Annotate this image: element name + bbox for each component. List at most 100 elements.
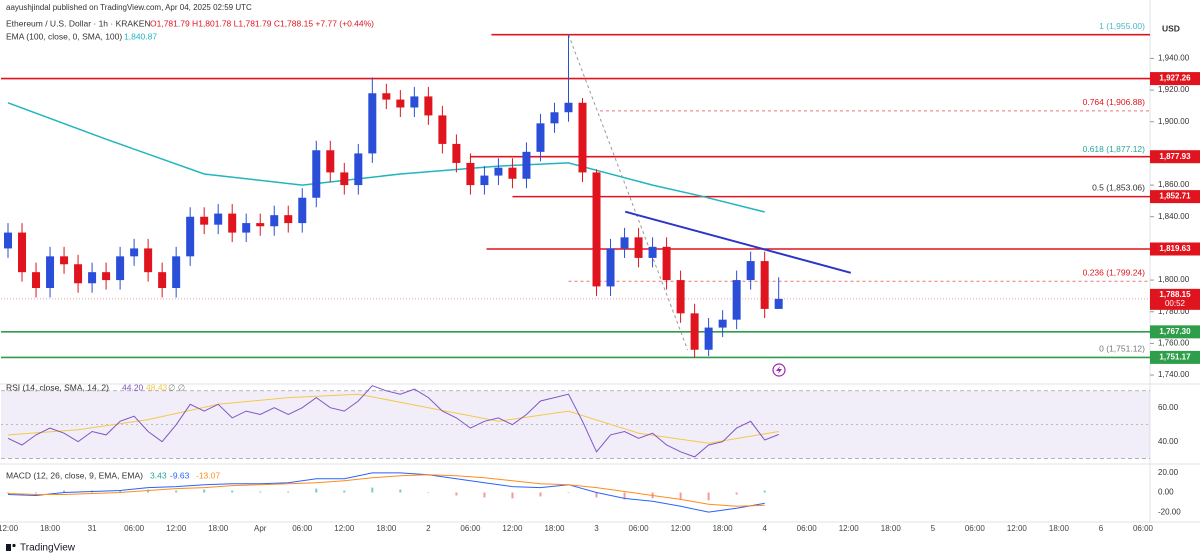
macd-histogram-bar xyxy=(7,492,10,494)
y-tick-label: 0.00 xyxy=(1158,488,1174,497)
macd-histogram-bar xyxy=(511,492,514,499)
fib-label: 0.236 (1,799.24) xyxy=(1083,268,1146,278)
fib-label: 0 (1,751.12) xyxy=(1099,344,1145,354)
x-tick-label: 5 xyxy=(931,524,936,533)
level-badge xyxy=(1150,150,1200,164)
macd-signal-value: -13.07 xyxy=(196,470,220,480)
x-tick-label: 06:00 xyxy=(1133,524,1154,533)
y-tick-label: 1,900.00 xyxy=(1158,117,1190,126)
y-tick-label: 60.00 xyxy=(1158,403,1179,412)
x-tick-label: 12:00 xyxy=(502,524,523,533)
y-tick-label: 1,940.00 xyxy=(1158,54,1190,63)
candle-body xyxy=(396,99,405,108)
x-tick-label: 12:00 xyxy=(166,524,187,533)
candle-body xyxy=(4,232,13,249)
macd-histogram-bar xyxy=(343,490,346,493)
candle-body xyxy=(214,213,223,225)
rsi-ma-value: 48.43 xyxy=(146,382,168,392)
x-tick-label: 31 xyxy=(88,524,97,533)
candle-body xyxy=(452,143,461,163)
x-tick-label: 6 xyxy=(1099,524,1104,533)
flash-icon xyxy=(772,363,786,377)
rsi-title: RSI (14, close, SMA, 14, 2) xyxy=(6,382,109,392)
candle-body xyxy=(634,237,643,258)
x-tick-label: 12:00 xyxy=(0,524,19,533)
macd-histogram-bar xyxy=(315,488,318,493)
rsi-extra: ∅ ∅ xyxy=(168,382,186,392)
candle-body xyxy=(88,272,97,284)
y-tick-label: 1,840.00 xyxy=(1158,212,1190,221)
macd-histogram-bar xyxy=(735,492,738,495)
fib-label: 1 (1,955.00) xyxy=(1099,21,1145,31)
candle-body xyxy=(312,150,321,198)
x-tick-label: 12:00 xyxy=(334,524,355,533)
level-badge-label: 1,751.17 xyxy=(1159,353,1191,362)
x-tick-label: 18:00 xyxy=(40,524,61,533)
candle-body xyxy=(116,256,125,281)
macd-histogram-bar xyxy=(567,492,570,494)
candle-body xyxy=(298,197,307,224)
fib-label: 0.5 (1,853.06) xyxy=(1092,182,1145,192)
x-tick-label: 06:00 xyxy=(124,524,145,533)
level-badge-label: 1,877.93 xyxy=(1159,152,1191,161)
macd-histogram-bar xyxy=(399,489,402,493)
level-badge-label: 1,767.30 xyxy=(1159,327,1191,336)
macd-histogram-bar xyxy=(763,490,766,493)
candle-body xyxy=(144,248,153,273)
x-tick-label: 12:00 xyxy=(671,524,692,533)
macd-histogram-bar xyxy=(595,492,598,498)
y-tick-label: 1,780.00 xyxy=(1158,307,1190,316)
candle-body xyxy=(676,280,685,314)
candle-body xyxy=(74,264,83,284)
fib-label: 0.618 (1,877.12) xyxy=(1083,144,1146,154)
macd-line xyxy=(7,472,765,513)
candle-body xyxy=(564,102,573,113)
x-tick-label: 12:00 xyxy=(839,524,860,533)
candle-body xyxy=(522,151,531,179)
level-badge-label: 1,927.26 xyxy=(1159,74,1191,83)
x-tick-label: 18:00 xyxy=(208,524,229,533)
macd-histogram-bar xyxy=(371,487,374,493)
candle-body xyxy=(732,280,741,320)
x-tick-label: 18:00 xyxy=(881,524,902,533)
candle-body xyxy=(690,313,699,350)
candle-body xyxy=(102,272,111,281)
candle-body xyxy=(410,96,419,108)
candle-body xyxy=(550,112,559,124)
x-tick-label: 2 xyxy=(426,524,431,533)
candle-body xyxy=(382,93,391,100)
level-badge xyxy=(1150,72,1200,86)
macd-histogram-bar xyxy=(455,492,458,496)
candle-body xyxy=(242,223,251,233)
candle-body xyxy=(536,123,545,152)
x-tick-label: 18:00 xyxy=(544,524,565,533)
ema-line xyxy=(7,102,765,213)
level-badge-label: 1,819.63 xyxy=(1159,244,1191,253)
rsi-line xyxy=(7,385,779,458)
y-tick-label: 1,800.00 xyxy=(1158,275,1190,284)
footer: TradingView xyxy=(20,543,76,554)
candle-body xyxy=(130,248,139,257)
x-tick-label: 4 xyxy=(762,524,767,533)
x-tick-label: 18:00 xyxy=(376,524,397,533)
macd-histogram-bar xyxy=(231,490,234,493)
macd-histogram-bar xyxy=(119,490,122,493)
trendline xyxy=(624,210,852,274)
countdown-label: 00:52 xyxy=(1165,299,1186,308)
y-tick-label: 1,760.00 xyxy=(1158,339,1190,348)
macd-histogram-bar xyxy=(483,492,486,498)
layer: 12:00 18:00 31 06:00 12:00 18:00 Apr 06:00 12:00… xyxy=(0,0,1200,533)
fib-label: 0.764 (1,906.88) xyxy=(1083,97,1146,107)
candle-body xyxy=(606,248,615,287)
macd-histogram-bar xyxy=(287,491,290,493)
y-tick-label: 1,740.00 xyxy=(1158,370,1190,379)
candle-body xyxy=(60,256,69,265)
candle-body xyxy=(424,96,433,116)
candle-body xyxy=(340,172,349,186)
candle-body xyxy=(662,246,671,281)
candle-body xyxy=(704,327,713,350)
candle-body xyxy=(578,102,587,173)
macd-histogram-bar xyxy=(623,492,626,500)
macd-title: MACD (12, 26, close, 9, EMA, EMA) xyxy=(6,470,143,480)
